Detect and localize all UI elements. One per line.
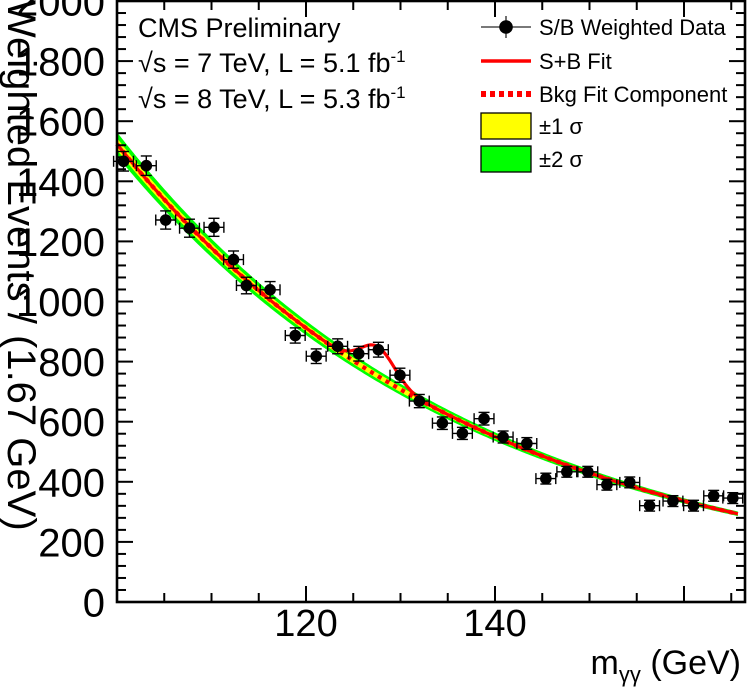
svg-text:400: 400 bbox=[38, 461, 105, 505]
svg-text:CMS Preliminary: CMS Preliminary bbox=[138, 13, 341, 43]
svg-text:600: 600 bbox=[38, 401, 105, 445]
svg-text:S+B Fit: S+B Fit bbox=[539, 49, 612, 74]
svg-text:S/B Weighted Data: S/B Weighted Data bbox=[539, 15, 726, 40]
svg-text:0: 0 bbox=[83, 582, 105, 626]
svg-text:140: 140 bbox=[463, 603, 526, 645]
svg-text:mγγ (GeV): mγγ (GeV) bbox=[591, 644, 741, 687]
svg-text:800: 800 bbox=[38, 341, 105, 385]
svg-text:Weighted Events / (1.67 GeV): Weighted Events / (1.67 GeV) bbox=[0, 0, 43, 531]
svg-text:√s = 7 TeV, L = 5.1 fb-1: √s = 7 TeV, L = 5.1 fb-1 bbox=[138, 47, 406, 78]
svg-text:200: 200 bbox=[38, 521, 105, 565]
svg-text:±2 σ: ±2 σ bbox=[539, 147, 583, 172]
svg-text:Bkg Fit Component: Bkg Fit Component bbox=[539, 82, 727, 107]
svg-text:120: 120 bbox=[274, 603, 337, 645]
svg-text:±1 σ: ±1 σ bbox=[539, 114, 583, 139]
svg-text:√s = 8 TeV, L = 5.3 fb-1: √s = 8 TeV, L = 5.3 fb-1 bbox=[138, 83, 406, 114]
